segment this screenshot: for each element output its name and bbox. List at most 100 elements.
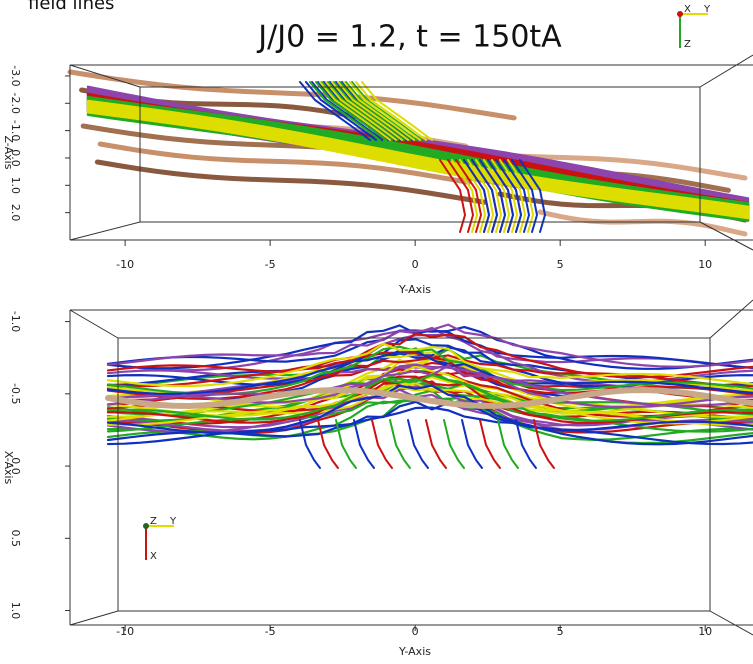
y-tick-label: 2.0	[9, 204, 22, 222]
field-line	[311, 81, 383, 141]
x-tick-label: 5	[557, 258, 564, 271]
field-line	[475, 159, 503, 233]
field-line	[321, 81, 393, 141]
field-line	[337, 81, 409, 141]
field-line	[515, 419, 537, 469]
field-line	[533, 419, 555, 469]
field-line	[105, 386, 753, 409]
bounding-box	[117, 337, 711, 612]
y-tick-label: -3.0	[9, 65, 22, 86]
field-line	[487, 159, 515, 233]
field-line	[351, 81, 423, 141]
field-line	[106, 406, 753, 446]
field-line	[389, 419, 411, 469]
field-line	[447, 159, 475, 233]
field-line	[343, 81, 415, 141]
y-tick-label: 0.5	[9, 530, 22, 548]
field-line	[319, 81, 391, 141]
field-line	[439, 159, 467, 233]
field-line	[467, 159, 495, 233]
field-line	[537, 209, 748, 237]
field-line	[86, 110, 750, 220]
field-line	[361, 81, 433, 141]
y-tick-label: -1.0	[9, 311, 22, 332]
gizmo-label: Z	[684, 39, 691, 50]
field-line	[94, 159, 488, 205]
field-line	[339, 81, 411, 141]
field-lines	[67, 69, 753, 469]
caption: field lines	[28, 0, 114, 14]
field-line	[519, 159, 547, 233]
field-line	[86, 99, 750, 209]
x-tick-label: 10	[698, 625, 712, 638]
field-line	[86, 106, 750, 215]
field-line	[97, 141, 472, 185]
y-axis-title: X-Axis	[2, 451, 15, 485]
gizmo-label: X	[150, 551, 157, 562]
field-line	[461, 419, 483, 469]
field-line	[325, 81, 397, 141]
field-line	[86, 102, 750, 212]
x-tick-label: -10	[116, 625, 134, 638]
x-tick-label: -5	[265, 258, 276, 271]
field-line	[106, 363, 753, 409]
field-line	[341, 81, 413, 141]
y-tick-label: 1.0	[9, 602, 22, 620]
field-line	[333, 81, 405, 141]
field-line	[327, 81, 399, 141]
field-line	[455, 159, 483, 233]
field-line	[443, 419, 465, 469]
y-tick-label: -1.0	[9, 120, 22, 141]
field-line	[299, 81, 371, 141]
field-line	[106, 388, 753, 434]
x-tick-label: 0	[412, 625, 419, 638]
field-line	[335, 419, 357, 469]
field-line	[335, 81, 407, 141]
field-line	[507, 159, 535, 233]
field-line	[323, 81, 395, 141]
field-line	[407, 419, 429, 469]
field-line	[106, 332, 753, 379]
field-line	[511, 159, 539, 233]
field-line	[483, 159, 511, 233]
x-tick-label: -5	[265, 625, 276, 638]
field-line	[317, 81, 389, 141]
field-line	[497, 419, 519, 469]
field-line	[451, 159, 479, 233]
field-line	[106, 325, 753, 370]
field-line	[331, 81, 403, 141]
field-line	[309, 81, 381, 141]
field-line	[353, 419, 375, 469]
y-axis-title: Z-Axis	[2, 136, 15, 170]
field-line	[86, 107, 750, 217]
field-line	[345, 81, 417, 141]
field-line	[349, 81, 421, 141]
gizmo-origin	[677, 11, 683, 17]
field-line	[86, 104, 750, 213]
field-line	[86, 95, 750, 205]
y-tick-label: 1.0	[9, 177, 22, 195]
field-line	[299, 419, 321, 469]
field-line	[479, 159, 507, 233]
field-line	[499, 159, 527, 233]
field-line	[106, 342, 753, 388]
field-line	[86, 101, 750, 210]
x-tick-label: 5	[557, 625, 564, 638]
title: J/J0 = 1.2, t = 150tA	[256, 20, 562, 55]
x-axis-title: Y-Axis	[398, 283, 431, 296]
field-line	[355, 81, 427, 141]
field-line	[315, 81, 387, 141]
field-line	[86, 97, 750, 206]
field-line	[479, 419, 501, 469]
field-line	[106, 323, 753, 368]
y-tick-label: -2.0	[9, 93, 22, 114]
x-tick-label: -10	[116, 258, 134, 271]
field-line	[67, 69, 517, 121]
field-line	[491, 159, 519, 233]
gizmo-label: Y	[703, 4, 711, 15]
field-line	[106, 349, 753, 396]
gizmo-label: Z	[150, 516, 157, 527]
field-line	[106, 326, 753, 372]
field-line	[317, 419, 339, 469]
field-line	[463, 159, 491, 233]
